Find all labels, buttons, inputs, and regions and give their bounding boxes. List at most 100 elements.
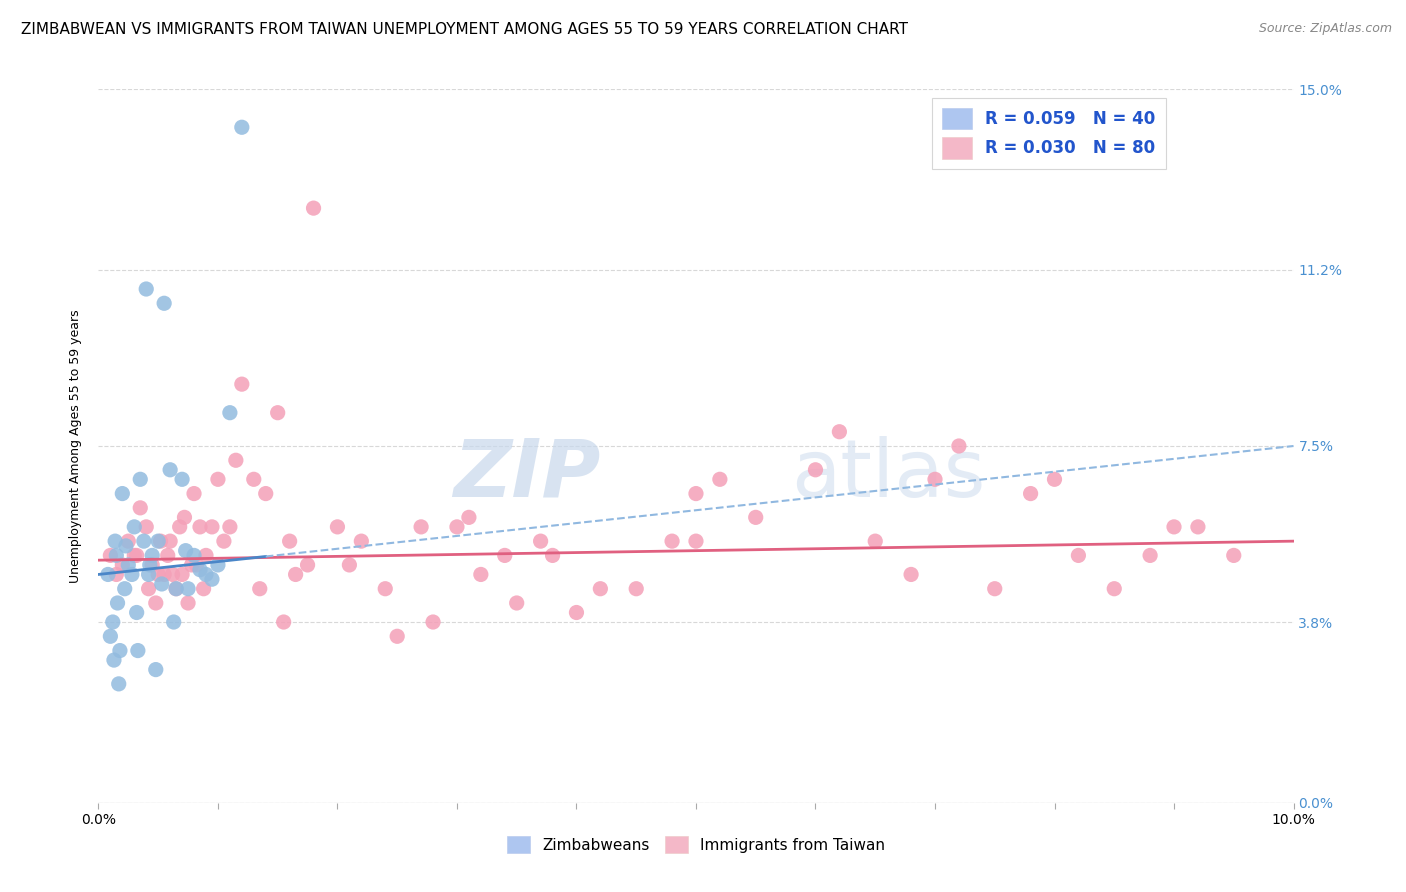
Point [828,425,851,439]
Point [117,534,139,549]
Point [804,463,827,477]
Point [111,486,134,500]
Point [984,582,1007,596]
Point [111,558,134,572]
Point [125,606,148,620]
Point [924,472,946,486]
Point [97,567,120,582]
Point [219,406,242,420]
Point [183,549,205,563]
Y-axis label: Unemployment Among Ages 55 to 59 years: Unemployment Among Ages 55 to 59 years [69,310,83,582]
Point [685,534,707,549]
Point [1187,520,1209,534]
Point [1019,486,1042,500]
Point [132,534,155,549]
Point [201,572,224,586]
Point [186,558,208,572]
Point [117,558,139,572]
Point [589,582,612,596]
Point [141,549,163,563]
Point [541,549,564,563]
Point [297,558,319,572]
Point [494,549,516,563]
Point [745,510,768,524]
Point [865,534,887,549]
Point [385,629,409,643]
Point [1223,549,1246,563]
Point [302,201,325,215]
Point [135,520,157,534]
Point [948,439,970,453]
Point [124,549,146,563]
Point [243,472,266,486]
Point [172,472,194,486]
Point [212,534,235,549]
Point [193,582,215,596]
Point [446,520,468,534]
Point [159,534,181,549]
Point [115,539,138,553]
Text: ZIP: ZIP [453,435,600,514]
Point [900,567,922,582]
Point [565,606,588,620]
Point [195,567,218,582]
Point [145,663,167,677]
Point [1043,472,1066,486]
Point [108,643,131,657]
Point [165,582,187,596]
Point [124,520,146,534]
Point [153,567,176,582]
Point [148,567,170,582]
Point [174,543,197,558]
Point [1139,549,1161,563]
Point [145,596,167,610]
Point [458,510,481,524]
Point [121,567,143,582]
Point [180,558,202,572]
Point [207,472,229,486]
Point [173,510,195,524]
Point [225,453,247,467]
Point [135,282,157,296]
Point [506,596,529,610]
Point [104,534,127,549]
Point [350,534,373,549]
Point [139,558,162,572]
Point [165,582,187,596]
Point [231,377,253,392]
Point [105,567,128,582]
Point [114,582,136,596]
Point [530,534,553,549]
Point [195,549,218,563]
Point [148,534,170,549]
Point [626,582,648,596]
Point [149,534,172,549]
Point [177,582,200,596]
Point [284,567,307,582]
Text: Source: ZipAtlas.com: Source: ZipAtlas.com [1258,22,1392,36]
Point [172,567,194,582]
Point [1067,549,1090,563]
Point [138,582,160,596]
Point [159,463,181,477]
Legend: Zimbabweans, Immigrants from Taiwan: Zimbabweans, Immigrants from Taiwan [501,830,891,859]
Point [374,582,396,596]
Point [207,558,229,572]
Point [162,567,184,582]
Point [129,500,152,515]
Point [101,615,124,629]
Point [1163,520,1185,534]
Point [141,558,163,572]
Point [219,520,242,534]
Point [188,563,211,577]
Point [685,486,707,500]
Point [267,406,290,420]
Point [103,653,125,667]
Point [278,534,301,549]
Point [201,520,224,534]
Point [156,549,179,563]
Point [107,596,129,610]
Point [105,549,128,563]
Point [138,567,160,582]
Point [339,558,361,572]
